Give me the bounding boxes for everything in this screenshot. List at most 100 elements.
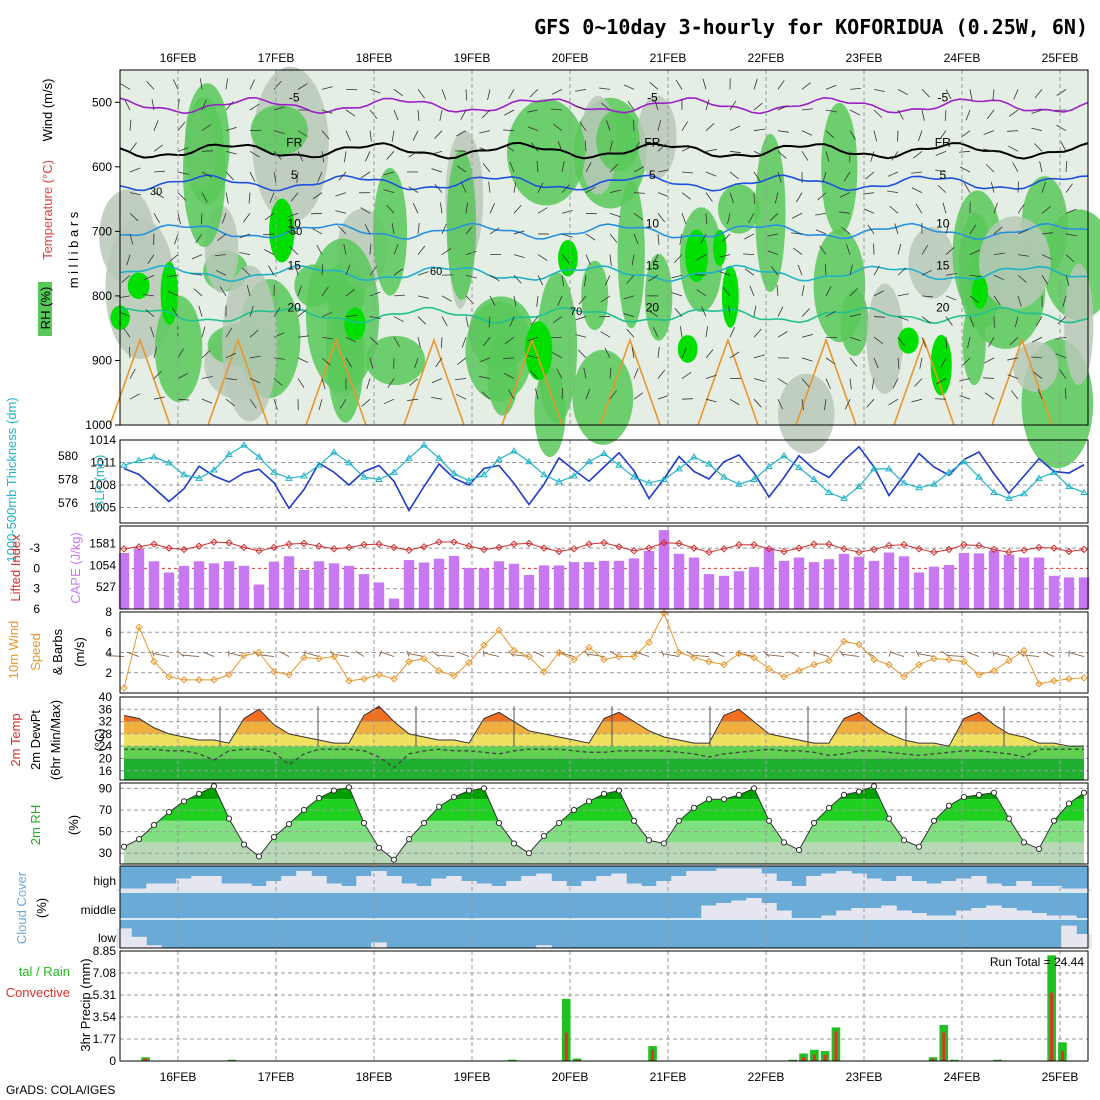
wind-axis-label-4: (m/s): [72, 637, 87, 667]
wind-barb: [1060, 141, 1067, 152]
lifted-index-point: [540, 544, 548, 552]
cape-bar: [1048, 575, 1060, 609]
wind-barb: [945, 272, 957, 276]
thickness-point: [510, 447, 518, 454]
wind-barb: [484, 652, 500, 657]
cloud-high-bar: [896, 876, 912, 891]
wind-barb: [321, 311, 333, 317]
wind-speed-point: [210, 676, 218, 684]
wind-barb: [1065, 183, 1073, 193]
wind-speed-point: [735, 649, 743, 658]
wind-barb: [729, 171, 739, 180]
wind-barb: [604, 347, 611, 359]
wind-speed-point: [1065, 675, 1073, 683]
wind-barb: [560, 652, 575, 657]
thickness-point: [840, 494, 848, 501]
wind-barb: [585, 186, 596, 193]
wind-barb: [393, 244, 399, 255]
wind-barb: [269, 192, 275, 203]
cloud-high-bar: [731, 868, 747, 891]
wind-barb: [198, 305, 203, 317]
wind-barb: [246, 285, 251, 297]
wind-barb: [1034, 89, 1043, 99]
lifted-index-point: [300, 539, 308, 548]
cloud-high-bar: [986, 883, 1002, 891]
cape-bar: [1063, 577, 1075, 609]
wind-barb: [143, 274, 155, 281]
surface-temperature-contour: [991, 337, 1053, 426]
wind-barb: [268, 265, 275, 276]
cloud-middle-bar: [881, 905, 897, 918]
wind-barb: [297, 151, 304, 162]
cape-bar: [313, 561, 325, 609]
cloud-low-bar: [146, 945, 162, 948]
wind-barb: [439, 109, 443, 121]
wind-barb: [321, 357, 331, 366]
wind-barb: [1041, 254, 1053, 260]
wind-barb: [153, 144, 164, 152]
wind-barb: [460, 109, 467, 120]
wind-barb: [1031, 109, 1043, 114]
cloud-high-bar: [1046, 886, 1062, 891]
rh-high-blob: [558, 240, 578, 277]
wind-barb: [762, 650, 770, 657]
wind-barb: [364, 223, 371, 235]
thickness-point: [690, 453, 698, 460]
rh-point: [255, 853, 263, 860]
wind-barb: [705, 213, 708, 225]
cape-bar: [553, 565, 565, 609]
cloud-high-bar: [581, 881, 597, 891]
wind-barb: [552, 316, 563, 324]
cape-bar: [703, 574, 715, 609]
cloud-high-bar: [1076, 888, 1092, 891]
wind-barb: [727, 213, 731, 225]
lifted-index-point: [840, 545, 848, 553]
rh-point: [645, 837, 653, 844]
cloud-high-bar: [251, 886, 267, 891]
lifted-index-point: [675, 539, 683, 548]
wind-barb: [527, 126, 539, 132]
wind-barb: [654, 99, 659, 111]
wind-barb: [965, 109, 971, 121]
rh-point: [705, 796, 713, 803]
wind-speed-line: [123, 611, 1085, 689]
precip-tick-label: 3.54: [93, 1010, 117, 1024]
wind-barb: [129, 233, 134, 245]
cape-axis-label: CAPE (J/kg): [68, 532, 83, 604]
temp-tick-label: 40: [99, 690, 113, 704]
wind-barb: [797, 264, 803, 276]
wind-barb: [897, 267, 907, 276]
wind-barb: [249, 305, 254, 317]
wind-barb: [529, 370, 539, 379]
cloud-middle-bar: [971, 908, 987, 918]
wind-speed-point: [480, 641, 488, 650]
wind-barb: [729, 125, 741, 132]
pressure-tick-label: 700: [92, 224, 112, 238]
cape-frame: [119, 525, 1089, 610]
pressure-axis-label: m i l l i b a r s: [66, 211, 81, 288]
wind-speed-point: [120, 684, 128, 692]
rh-point: [1080, 789, 1088, 796]
precip-total-bar: [561, 998, 571, 1061]
bottom-date-label: 18FEB: [356, 1070, 393, 1084]
wind-speed-point: [405, 657, 413, 666]
wind-barb: [177, 171, 189, 175]
bottom-date-label: 25FEB: [1042, 1070, 1079, 1084]
wind-barb: [321, 86, 333, 90]
wind-barb: [649, 81, 659, 90]
rh-point: [420, 819, 428, 827]
thickness-tick-label: 580: [58, 449, 78, 463]
cloud-axis-label: Cloud Cover: [14, 871, 29, 944]
cape-bar: [118, 552, 130, 609]
rh-high-blob: [713, 229, 727, 267]
wind-barb: [935, 150, 947, 156]
wind-barb: [681, 192, 691, 200]
wind-barb: [849, 264, 853, 276]
lifted-index-point: [240, 543, 248, 552]
wind-barb: [381, 651, 395, 657]
wind-barb: [145, 309, 155, 317]
wind-barb: [728, 305, 731, 317]
cloud-high-bar: [221, 883, 237, 891]
thickness-point: [210, 466, 218, 473]
cape-bar: [598, 560, 610, 609]
